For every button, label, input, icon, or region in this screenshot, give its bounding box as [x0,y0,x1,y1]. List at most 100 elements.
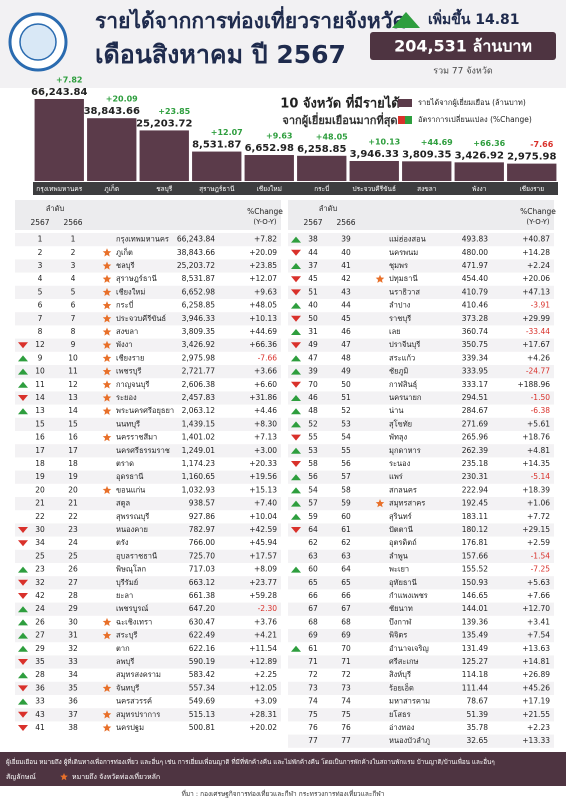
header-year: 2567 [30,218,49,227]
revenue: 938.57 [189,499,215,508]
change: +17.19 [522,697,550,706]
revenue: 2,721.77 [182,367,216,376]
revenue: 6,258.85 [182,301,216,310]
province-name: ภูเก็ต [116,247,133,257]
province-name: เชียงใหม่ [116,287,145,296]
main-province-star [102,617,112,627]
rank-b: 23 [68,525,78,534]
revenue: 1,249.01 [182,446,216,455]
rank-a: 47 [308,353,318,362]
category-label: พังงา [472,185,487,193]
header-year: 2566 [63,218,82,227]
logo-inner [19,23,57,61]
rank-a: 64 [308,525,318,534]
rank-a: 49 [308,340,318,349]
change: +44.69 [249,327,277,336]
change: -2.30 [258,604,278,613]
revenue: 78.67 [467,697,489,706]
category-label: สุราษฎร์ธานี [199,185,235,193]
revenue: 782.97 [189,525,215,534]
rank-down-arrow [18,725,28,731]
rank-up-arrow [18,619,28,626]
province-name: สุพรรณบุรี [116,512,149,521]
rank-a: 13 [35,406,45,415]
row-bg [288,734,554,748]
rank-up-arrow [291,566,301,573]
rank-a: 1 [38,235,43,244]
province-name: อุตรดิตถ์ [389,538,417,547]
revenue: 333.17 [462,380,488,389]
rank-up-arrow [291,513,301,520]
revenue: 350.75 [462,340,488,349]
rank-b: 16 [68,433,78,442]
table-header-bg [15,200,281,230]
change: +12.70 [522,604,550,613]
change: +7.13 [254,433,277,442]
change: +47.13 [522,287,550,296]
header-change: %Change [520,207,556,216]
rank-up-arrow [18,672,28,679]
revenue: 6,652.98 [182,287,216,296]
change-label: -7.66 [530,140,553,149]
row-bg [15,523,281,537]
rank-a: 33 [35,697,45,706]
rank-up-arrow [291,302,301,309]
rank-b: 5 [71,287,76,296]
province-name: ระนอง [389,459,411,468]
footer-bg [0,752,566,786]
rank-a: 25 [35,551,45,560]
rank-b: 13 [68,393,78,402]
revenue: 480.00 [462,248,488,257]
rank-b: 57 [341,472,351,481]
rank-up-arrow [291,355,301,362]
province-name: อ่างทอง [389,723,415,732]
header-year: 2567 [303,218,322,227]
change: +17.67 [522,340,550,349]
province-name: กาญจนบุรี [116,380,149,389]
rank-a: 23 [35,565,45,574]
change: +18.76 [522,433,550,442]
bar [402,161,452,181]
province-name: ลำพูน [389,551,408,560]
rank-up-arrow [18,355,28,362]
main-province-star [375,274,385,283]
province-name: อุทัยธานี [389,578,417,587]
rank-a: 67 [308,604,318,613]
province-name: ฉะเชิงเทรา [116,617,152,626]
row-bg [288,708,554,722]
rank-b: 49 [341,367,351,376]
revenue: 1,174.23 [182,459,216,468]
revenue: 2,457.83 [182,393,216,402]
rank-down-arrow [291,381,301,388]
rank-b: 32 [68,644,78,653]
province-name: มหาสารคาม [389,697,430,706]
revenue: 157.66 [462,551,488,560]
revenue: 557.34 [189,683,215,692]
revenue: 222.94 [462,485,488,494]
province-name: ยโสธร [389,710,411,719]
revenue: 333.95 [462,367,488,376]
revenue: 144.01 [462,604,488,613]
row-bg [15,417,281,431]
province-name: บึงกาฬ [389,617,412,626]
province-name: สมุทรสาคร [389,499,425,508]
change: -1.50 [531,393,551,402]
rank-b: 55 [341,446,351,455]
rank-a: 74 [308,697,318,706]
revenue: 493.83 [462,235,488,244]
rank-a: 39 [308,367,318,376]
row-bg [15,549,281,563]
rank-b: 72 [341,670,351,679]
star-icon [60,773,68,781]
rank-a: 56 [308,472,318,481]
rank-a: 44 [308,248,318,257]
value-label: 38,843.66 [84,106,140,117]
rank-a: 10 [35,367,45,376]
rank-down-arrow [18,579,28,586]
province-name: ลพบุรี [116,657,134,666]
province-name: สงขลา [116,327,138,336]
rank-a: 34 [35,538,45,547]
province-name: สระบุรี [116,631,137,640]
revenue: 471.97 [462,261,488,270]
